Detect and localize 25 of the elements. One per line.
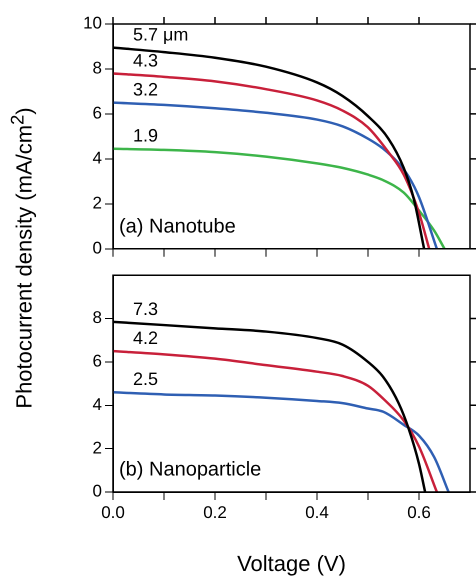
y-tick-label: 4 [92,148,102,168]
y-tick-label: 6 [92,104,102,123]
x-axis-title: Voltage (V) [237,550,346,576]
x-tick-label: 0.6 [407,502,431,522]
y-tick-label: 0 [92,238,102,258]
y-tick-label: 8 [92,58,102,78]
y-tick-label: 4 [92,394,102,414]
series-label: 3.2 [133,80,158,100]
annotation: (b) Nanoparticle [119,458,262,481]
x-tick-label: 0.2 [203,502,227,522]
y-tick-label: 0 [92,482,102,501]
x-tick-label: 0.0 [101,502,125,522]
series-label: 4.3 [133,50,158,70]
legend-label: 5.7 μm [133,24,188,45]
y-tick-label: 6 [92,352,102,371]
series-label: 4.2 [133,328,158,348]
x-tick-label: 0.4 [305,502,329,522]
y-tick-label: 2 [92,194,102,213]
annotation: (a) Nanotube [119,215,236,238]
series-label: 2.5 [133,369,158,390]
y-tick-label: 2 [92,438,102,458]
y-tick-label: 8 [92,308,102,328]
series-label: 7.3 [133,298,158,319]
series-label: 1.9 [133,126,158,146]
y-tick-label: 10 [83,14,102,33]
